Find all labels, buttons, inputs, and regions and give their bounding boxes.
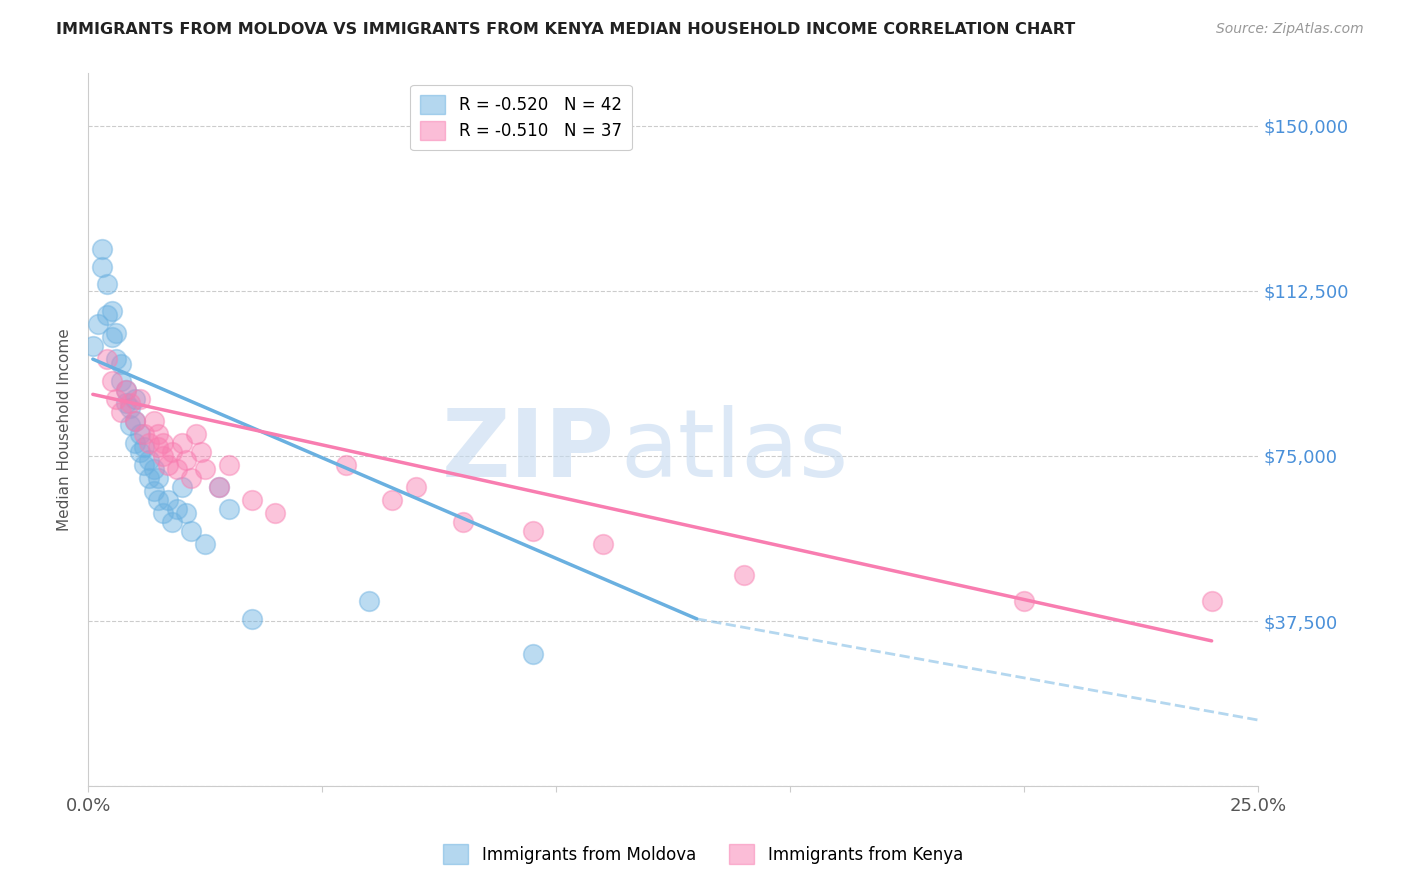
Point (180, 524, 202, 538)
Point (120, 401, 142, 415)
Text: IMMIGRANTS FROM MOLDOVA VS IMMIGRANTS FROM KENYA MEDIAN HOUSEHOLD INCOME CORRELA: IMMIGRANTS FROM MOLDOVA VS IMMIGRANTS FR… (56, 22, 1076, 37)
Point (184, 427, 207, 442)
Point (134, 458, 156, 472)
Legend: R = -0.520   N = 42, R = -0.510   N = 37: R = -0.520 N = 42, R = -0.510 N = 37 (411, 85, 631, 150)
Point (82, 339, 104, 353)
Point (105, 352, 128, 367)
Point (264, 506, 287, 520)
Point (162, 444, 184, 458)
Point (96, 308, 118, 322)
Point (162, 515, 184, 529)
Point (138, 453, 160, 467)
Point (148, 440, 170, 454)
Point (138, 471, 160, 485)
Point (357, 594, 380, 608)
Point (120, 396, 142, 410)
Point (91, 260, 114, 274)
Point (190, 444, 212, 458)
Point (592, 537, 614, 551)
Point (114, 383, 136, 397)
Point (733, 567, 755, 582)
Point (240, 493, 263, 508)
Point (114, 383, 136, 397)
Text: Source: ZipAtlas.com: Source: ZipAtlas.com (1216, 22, 1364, 37)
Point (148, 471, 170, 485)
Point (100, 330, 122, 344)
Point (405, 480, 427, 494)
Text: atlas: atlas (620, 405, 849, 497)
Point (152, 449, 174, 463)
Point (335, 458, 357, 472)
Point (148, 493, 170, 508)
Point (170, 435, 193, 450)
Point (134, 440, 156, 454)
Point (110, 405, 132, 419)
Point (156, 458, 179, 472)
Text: ZIP: ZIP (441, 405, 614, 497)
Point (128, 427, 150, 442)
Point (110, 374, 132, 388)
Point (240, 612, 263, 626)
Point (208, 480, 231, 494)
Point (194, 537, 217, 551)
Point (124, 392, 146, 406)
Point (148, 427, 170, 442)
Point (176, 453, 198, 467)
Point (100, 374, 122, 388)
Point (152, 435, 174, 450)
Point (176, 506, 198, 520)
Point (522, 524, 544, 538)
Point (1201, 594, 1223, 608)
Point (180, 471, 202, 485)
Point (100, 303, 122, 318)
Point (91, 242, 114, 256)
Point (194, 462, 217, 476)
Point (170, 480, 193, 494)
Point (381, 493, 404, 508)
Point (128, 392, 150, 406)
Point (96, 277, 118, 292)
Point (124, 414, 146, 428)
Y-axis label: Median Household Income: Median Household Income (58, 328, 72, 531)
Point (124, 435, 146, 450)
Point (110, 357, 132, 371)
Point (451, 515, 474, 529)
Point (142, 484, 165, 499)
Point (142, 414, 165, 428)
Point (105, 326, 128, 340)
Point (134, 427, 156, 442)
Point (166, 501, 188, 516)
Point (128, 444, 150, 458)
Point (114, 396, 136, 410)
Point (1014, 594, 1036, 608)
Point (96, 352, 118, 367)
Point (152, 506, 174, 520)
Point (124, 414, 146, 428)
Point (218, 458, 240, 472)
Point (218, 501, 240, 516)
Point (105, 392, 128, 406)
Point (120, 418, 142, 433)
Point (142, 462, 165, 476)
Point (138, 435, 160, 450)
Point (166, 462, 188, 476)
Point (86, 317, 108, 331)
Point (208, 480, 231, 494)
Legend: Immigrants from Moldova, Immigrants from Kenya: Immigrants from Moldova, Immigrants from… (437, 838, 969, 871)
Point (522, 647, 544, 661)
Point (156, 493, 179, 508)
